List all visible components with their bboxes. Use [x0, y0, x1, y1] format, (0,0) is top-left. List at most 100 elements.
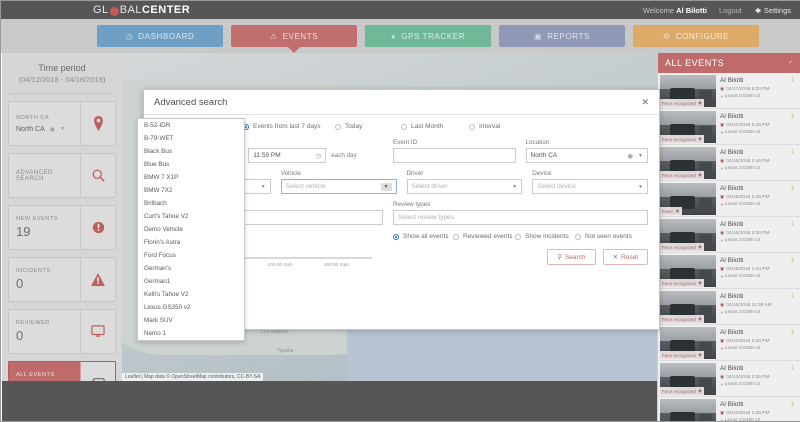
radio-show-all-events[interactable]: Show all events — [393, 233, 453, 241]
search-button[interactable]: ⚲ Search — [547, 249, 596, 266]
brand-text-right: CENTER — [141, 4, 191, 16]
time-period-block[interactable]: Time period (04/12/2018 - 04/18/2018) — [8, 59, 116, 91]
event-list-item[interactable]: Face recognized ◉ Al Bilotti ▣ 04/13/2018 2:… — [658, 325, 800, 361]
sidebar-card-location[interactable]: NORTH CA North CA ◉ ▼ — [8, 101, 116, 146]
radio-not-seen-events[interactable]: Not seen events — [575, 233, 633, 241]
tab-gps-tracker[interactable]: ● GPS TRACKER — [365, 25, 491, 47]
close-icon[interactable]: ✕ — [641, 96, 649, 107]
chevron-down-icon[interactable]: ▼ — [638, 183, 643, 190]
vehicle-option[interactable]: B-79-WET — [144, 135, 174, 142]
vehicle-option[interactable]: Demo Vehicle — [144, 226, 183, 233]
chevron-down-icon[interactable]: ▼ — [512, 183, 518, 190]
vehicle-option[interactable]: Blue Bus — [144, 161, 170, 168]
radio-today[interactable]: Today — [335, 123, 401, 131]
chevron-down-icon[interactable]: ▼ — [638, 152, 643, 159]
event-thumbnail[interactable]: Face recognized◉ — [660, 363, 716, 395]
event-thumbnail[interactable]: Face recognized◉ — [660, 111, 716, 143]
vehicle-option[interactable]: Curt's Tahoe V2 — [144, 213, 189, 220]
radio-last-month[interactable]: Last Month — [401, 123, 469, 131]
vehicle-option[interactable]: Brilbach — [144, 200, 167, 207]
event-list-item[interactable]: Face recognized ◉ Al Bilotti ▣ 04/16/2018 11… — [658, 289, 800, 325]
download-icon[interactable]: ⤓ — [791, 77, 794, 83]
download-icon[interactable]: ⤓ — [791, 149, 794, 155]
clear-circle-icon[interactable]: ◉ — [49, 126, 56, 133]
event-list-item[interactable]: Face recognized◉ Al Bilotti ▣04/13/2018 1:… — [658, 397, 800, 421]
download-icon[interactable]: ⤓ — [791, 401, 794, 407]
radio-not-seen-events-label: Not seen events — [585, 233, 632, 241]
event-list-item[interactable]: Face recognized ◉ Al Bilotti ▣ 04/17/2018 5:… — [658, 109, 800, 145]
thumb-vehicle-2 — [699, 378, 712, 388]
vehicle-option[interactable]: Lexus GS350 v2 — [144, 304, 191, 311]
tab-events[interactable]: ⚠ EVENTS — [231, 25, 357, 47]
to-time-input[interactable]: 11:59 PM ◷ — [248, 148, 327, 164]
vehicle-option[interactable]: BMW 7X2 — [144, 187, 173, 194]
tab-dashboard[interactable]: ◷ DASHBOARD — [97, 25, 223, 47]
chevron-down-icon[interactable]: ▼ — [380, 182, 392, 191]
vehicle-option[interactable]: German1 — [144, 278, 171, 285]
event-id-input[interactable] — [393, 148, 516, 164]
event-thumbnail[interactable]: Face recognized◉ — [660, 291, 716, 323]
event-thumbnail[interactable]: Face recognized◉ — [660, 219, 716, 251]
clear-circle-icon[interactable]: ◉ — [627, 152, 634, 160]
radio-interval[interactable]: Interval — [469, 123, 529, 131]
driver-select[interactable]: Select driver ▼ — [406, 179, 523, 195]
vehicle-option[interactable]: Mark SUV — [144, 317, 173, 324]
event-thumbnail[interactable]: Panic ◉ — [660, 183, 716, 215]
radio-events-last-7-days[interactable]: Events from last 7 days — [243, 123, 335, 131]
event-thumbnail[interactable]: Face recognized◉ — [660, 399, 716, 421]
download-icon[interactable]: ⤓ — [791, 185, 794, 191]
event-thumbnail[interactable]: Face recognized◉ — [660, 255, 716, 287]
event-list-item[interactable]: Face recognized ◉ Al Bilotti ▣ 04/13/2018 2:… — [658, 361, 800, 397]
download-icon[interactable]: ⤓ — [791, 329, 794, 335]
reset-button[interactable]: ✕ Reset — [602, 249, 648, 266]
sidebar-card-new-events[interactable]: NEW EVENTS 19 — [8, 205, 116, 250]
download-icon[interactable]: ⤓ — [791, 293, 794, 299]
location-select[interactable]: North CA ◉ ▼ — [525, 148, 648, 164]
event-list-item[interactable]: Face recognized ◉ Al Bilotti ▣ 04/16/2018 2:… — [658, 217, 800, 253]
sidebar-card-reviewed[interactable]: REVIEWED 0 — [8, 309, 116, 354]
chevron-down-icon[interactable]: ▼ — [260, 183, 266, 190]
vehicle-option[interactable]: Black Bus — [144, 148, 172, 155]
radio-show-incidents[interactable]: Show incidents — [515, 233, 575, 241]
sidebar-card-advanced-search[interactable]: ADVANCED SEARCH — [8, 153, 116, 198]
download-icon[interactable]: ⤓ — [791, 257, 794, 263]
event-list-item[interactable]: Face recognized ◉ Al Bilotti ▣ 04/17/2018 5:… — [658, 73, 800, 109]
download-icon[interactable]: ⤓ — [791, 113, 794, 119]
event-time-row: ▣ 04/13/2018 1:26 PM — [720, 410, 784, 416]
download-icon[interactable]: ⤓ — [791, 221, 794, 227]
event-list-item[interactable]: Face recognized ◉ Al Bilotti ▣ 04/16/2018 1:… — [658, 145, 800, 181]
reviewed-label: REVIEWED — [16, 320, 50, 326]
time-period-title: Time period — [38, 63, 86, 73]
event-thumbnail[interactable]: Face recognized◉ — [660, 147, 716, 179]
clock-icon[interactable]: ◷ — [315, 152, 322, 160]
vehicle-option[interactable]: Kelli's Tahoe V2 — [144, 291, 189, 298]
radio-reviewed-events[interactable]: Reviewed events — [453, 233, 515, 241]
vehicle-option[interactable]: Ford Focus — [144, 252, 176, 259]
event-thumbnail[interactable]: Face recognized◉ — [660, 327, 716, 359]
events-list[interactable]: Face recognized ◉ Al Bilotti ▣ 04/17/2018 5:… — [658, 73, 800, 421]
tab-configure[interactable]: ⚙ CONFIGURE — [633, 25, 759, 47]
download-icon[interactable]: ⤓ — [791, 365, 794, 371]
sidebar-card-incidents[interactable]: INCIDENTS 0 — [8, 257, 116, 302]
brand-logo[interactable]: GL BAL CENTER — [93, 4, 190, 16]
review-types-input[interactable]: Select review types — [393, 210, 648, 226]
event-list-item[interactable]: Face recognized ◉ Al Bilotti ▣ 04/16/2018 1:… — [658, 253, 800, 289]
vehicle-option[interactable]: Nemo 1 — [144, 330, 167, 337]
settings-link[interactable]: Settings — [754, 6, 791, 15]
chevron-down-icon[interactable]: ▼ — [60, 126, 65, 132]
event-thumbnail[interactable]: Face recognized◉ — [660, 75, 716, 107]
vehicle-option[interactable]: B-52-IDR — [144, 122, 171, 129]
slider-track[interactable] — [157, 257, 372, 260]
map-attribution[interactable]: Leaflet | Map data © OpenStreetMap contr… — [122, 373, 264, 381]
event-list-item[interactable]: Panic ◉ Al Bilotti ▣ 04/16/2018 2:36 PM ◑ Lexu… — [658, 181, 800, 217]
vehicle-select[interactable]: Select vehicle ▼ — [280, 179, 397, 195]
device-select[interactable]: Select device ▼ — [532, 179, 648, 195]
vehicle-option[interactable]: German's — [144, 265, 172, 272]
filter-icon[interactable]: ◜ — [789, 58, 793, 68]
tab-reports[interactable]: ▣ REPORTS — [499, 25, 625, 47]
location-card-select[interactable]: North CA ◉ ▼ — [16, 126, 73, 133]
vehicle-dropdown-list[interactable]: B-52-IDR B-79-WET Black Bus Blue Bus BMW 7 X… — [137, 118, 245, 341]
vehicle-option[interactable]: BMW 7 X1P — [144, 174, 179, 181]
logout-link[interactable]: Logout — [718, 5, 742, 15]
vehicle-option[interactable]: Florin's Astra — [144, 239, 181, 246]
